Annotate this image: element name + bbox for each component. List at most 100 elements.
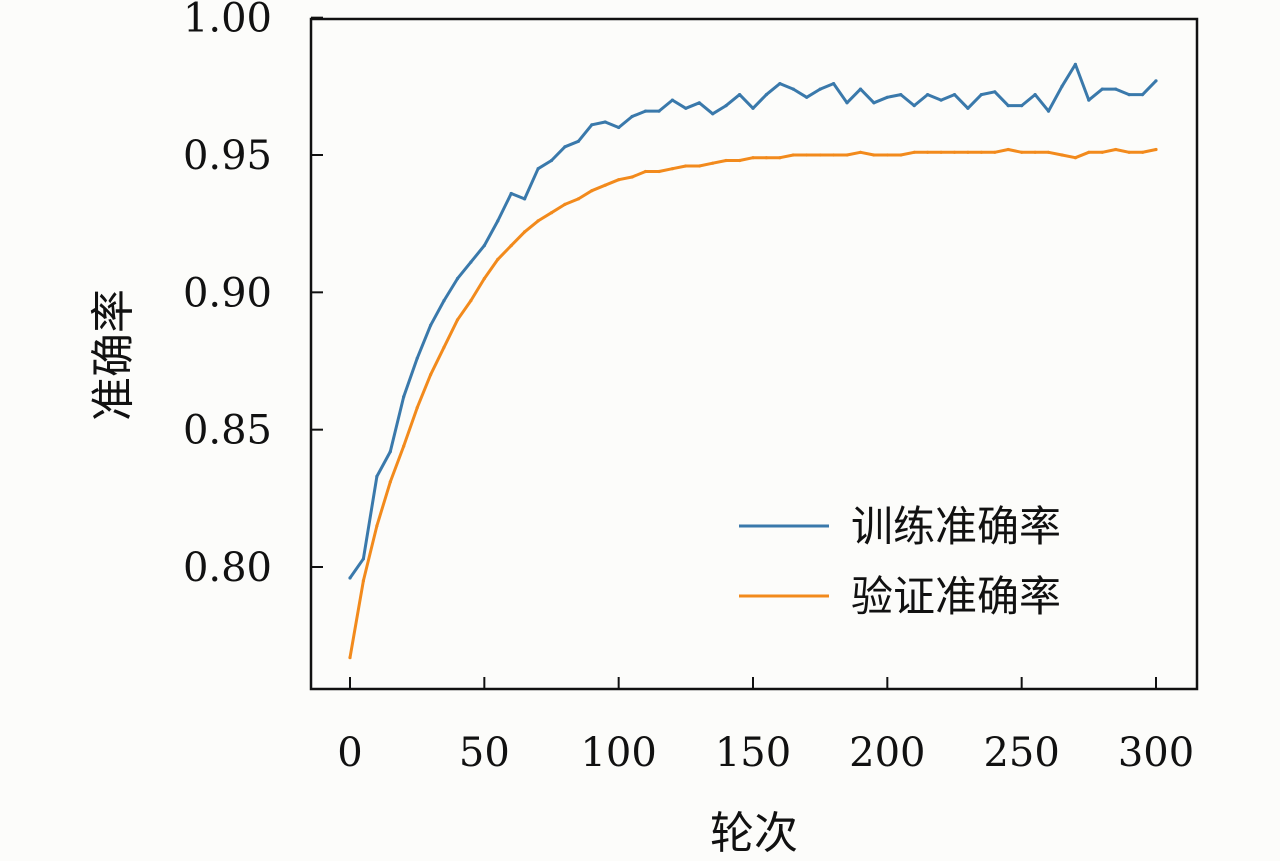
series-0-point (899, 93, 903, 97)
series-0-point (361, 557, 365, 561)
series-1-point (1060, 153, 1064, 157)
series-0-point (469, 260, 473, 264)
series-0-point (845, 101, 849, 105)
series-0-point (442, 299, 446, 303)
series-1-point (832, 153, 836, 157)
series-1-point (872, 153, 876, 157)
series-0-point (872, 101, 876, 105)
series-0-point (1141, 93, 1145, 97)
series-0-point (764, 93, 769, 97)
series-0-point (603, 120, 607, 124)
series-0-point (523, 197, 527, 201)
series-0-point (388, 450, 392, 454)
series-0-point (1087, 98, 1091, 102)
series-1-point (361, 579, 365, 583)
series-1-point (375, 524, 379, 528)
plot-frame (309, 17, 1199, 691)
series-1-point (429, 373, 433, 377)
series-0-point (818, 87, 822, 91)
series-0-point (536, 167, 540, 171)
series-0-point (657, 109, 661, 113)
series-1-point (952, 150, 957, 154)
series-0-point (348, 576, 352, 580)
x-axis-ticks: 0 50 100 150 200 250 300 (337, 677, 1194, 776)
series-1-point (536, 219, 540, 223)
series-0-point (711, 112, 715, 116)
legend-label-train: 训练准确率 (851, 502, 1061, 551)
series-1-point (617, 178, 621, 182)
series-1-point (590, 189, 594, 193)
series-0-point (697, 101, 701, 105)
series-1-point (1033, 150, 1037, 154)
series-0-point (590, 123, 594, 127)
series-0-point (375, 474, 379, 478)
series-1-point (778, 156, 782, 160)
series-1-point (697, 164, 701, 168)
series-1-point (402, 444, 406, 448)
series-1-point (1114, 147, 1118, 152)
x-axis-title: 轮次 (710, 808, 798, 859)
series-0-point (791, 87, 795, 91)
series-1-point (442, 345, 446, 349)
series-0-point (778, 82, 782, 86)
series-1-point (523, 230, 527, 234)
y-tick-label: 0.80 (183, 545, 272, 591)
series-0-point (415, 356, 419, 360)
series-0-point (1033, 93, 1037, 97)
series-0-point (1046, 109, 1051, 113)
series-0-point (670, 98, 675, 102)
series-0-point (563, 145, 567, 149)
series-0-point (429, 323, 433, 327)
series-1-point (711, 161, 715, 165)
series-0-point (993, 90, 997, 94)
series-1-point (388, 480, 392, 484)
series-1-point (858, 150, 863, 154)
legend-label-val: 验证准确率 (851, 572, 1061, 621)
series-0-point (724, 104, 728, 108)
y-axis-ticks: 0.80 0.85 0.90 0.95 1.00 (183, 0, 323, 591)
x-tick-label: 150 (715, 730, 791, 776)
series-1-point (966, 150, 970, 154)
x-tick-label: 300 (1118, 730, 1194, 776)
series-0-point (885, 95, 889, 99)
series-0-point (1114, 87, 1118, 91)
series-1-point (549, 211, 554, 215)
series-1-point (885, 153, 889, 157)
series-0-point (952, 93, 957, 97)
series-0-point (1154, 79, 1158, 83)
series-1-point (670, 167, 675, 171)
series-0-point (979, 93, 984, 97)
series-1-point (724, 158, 728, 163)
series-1-point (738, 158, 742, 163)
series-0-point (643, 109, 648, 113)
series-0-point (455, 277, 460, 281)
series-0-point (576, 139, 581, 143)
series-0-point (496, 219, 500, 223)
y-axis-title: 准确率 (88, 289, 139, 421)
series-1-point (1141, 150, 1145, 154)
series-0-point (926, 93, 930, 97)
series-0-point (1006, 104, 1010, 108)
series-0-point (751, 106, 755, 110)
series-1-point (348, 656, 352, 660)
legend: 训练准确率 验证准确率 (739, 502, 1061, 621)
series-1-point (657, 169, 661, 174)
series-0-point (630, 114, 634, 119)
series-0-point (1073, 62, 1077, 66)
series-0-point (549, 158, 554, 163)
series-1-point (805, 153, 809, 157)
series-0-point (617, 125, 621, 130)
series-1-point (563, 202, 567, 206)
series-1-point (993, 150, 997, 154)
series-1-point (1087, 150, 1091, 154)
series-1-point (751, 156, 755, 160)
series-1-point (643, 169, 648, 174)
series-line-0 (348, 62, 1158, 579)
series-0-point (1060, 84, 1064, 88)
series-1-point (979, 150, 984, 154)
series-0-point (912, 104, 916, 108)
series-1-point (509, 244, 513, 248)
x-tick-label: 50 (459, 730, 510, 776)
series-1-point (576, 197, 581, 201)
